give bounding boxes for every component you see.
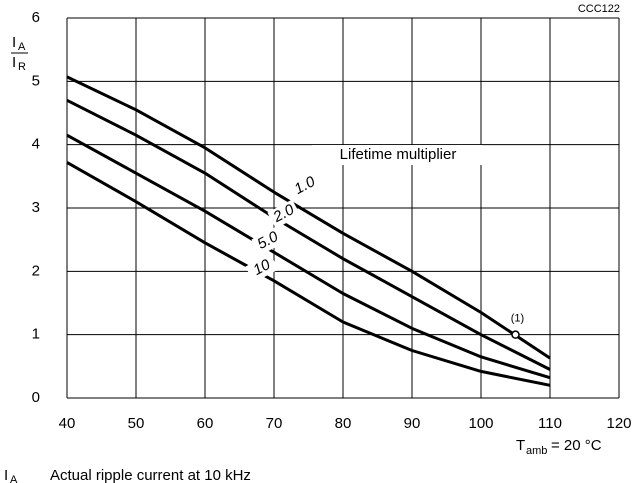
curve-label-background xyxy=(245,253,279,283)
figure-code: CCC122 xyxy=(578,3,620,15)
label-background xyxy=(312,145,482,165)
curve-label-background xyxy=(267,199,301,229)
x-tick-label: 120 xyxy=(606,415,631,432)
x-tick-label: 90 xyxy=(404,415,421,432)
annotation-label: (1) xyxy=(511,313,524,325)
curve-label-background xyxy=(251,226,285,256)
curve xyxy=(66,161,551,387)
series-label: Lifetime multiplier xyxy=(340,146,457,163)
x-tick-label: 60 xyxy=(197,415,214,432)
footnote-sub: A xyxy=(10,474,18,483)
footnote-text: Actual ripple current at 10 kHz xyxy=(50,467,251,483)
curve xyxy=(66,75,551,360)
curve-label-background xyxy=(288,171,322,201)
y-tick-label: 5 xyxy=(32,72,40,89)
x-tick-label: 100 xyxy=(468,415,493,432)
y-tick-label: 2 xyxy=(32,262,40,279)
y-tick-label: 6 xyxy=(32,9,40,26)
x-tick-label: 70 xyxy=(266,415,283,432)
curve xyxy=(66,133,551,380)
y-tick-label: 3 xyxy=(32,199,40,216)
y-label-denominator-sub: R xyxy=(18,61,26,73)
y-tick-label: 1 xyxy=(32,326,40,343)
x-tick-label: 40 xyxy=(59,415,76,432)
condition-sub: amb xyxy=(526,445,547,457)
curve xyxy=(66,98,551,371)
x-tick-label: 50 xyxy=(128,415,145,432)
y-label-numerator-sub: A xyxy=(18,41,26,53)
curve-label: 10 xyxy=(250,256,273,279)
condition-text: = 20 °C xyxy=(551,437,602,454)
condition-symbol: T xyxy=(516,437,525,454)
x-tick-label: 80 xyxy=(335,415,352,432)
y-tick-label: 0 xyxy=(32,389,40,406)
y-tick-label: 4 xyxy=(32,136,40,153)
footnote-symbol: I xyxy=(4,467,8,483)
y-label-denominator: I xyxy=(12,54,16,71)
x-tick-label: 110 xyxy=(538,415,562,432)
y-label-numerator: I xyxy=(12,34,16,51)
annotation-point xyxy=(511,330,520,339)
